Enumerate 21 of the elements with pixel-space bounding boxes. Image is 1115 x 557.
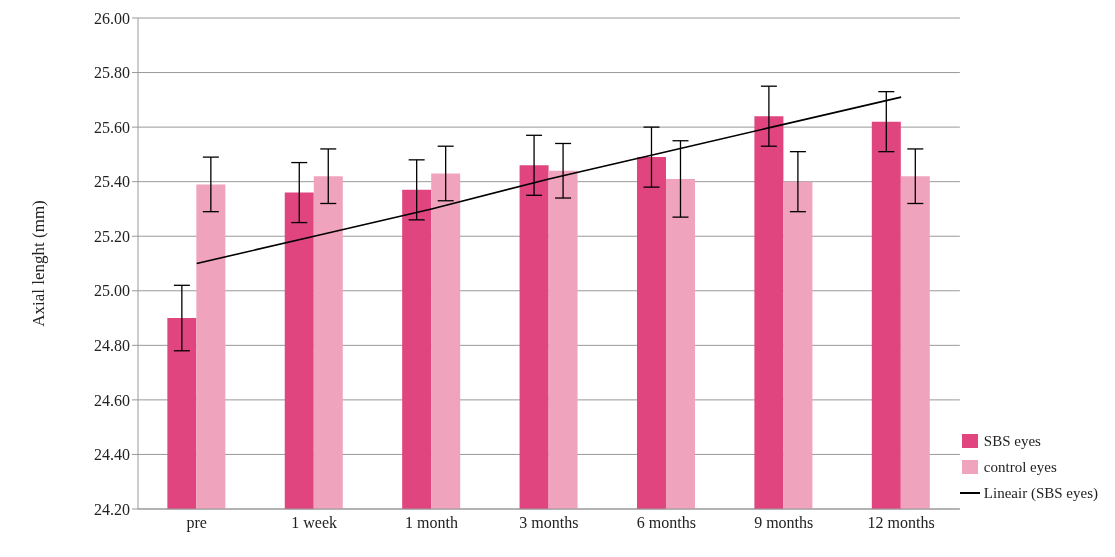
y-tick-label: 24.40 [94, 446, 130, 464]
x-tick-label: 9 months [754, 514, 814, 532]
x-tick-label: 6 months [636, 514, 696, 532]
y-tick-label: 26.00 [94, 9, 130, 27]
y-tick-label: 24.20 [94, 500, 130, 518]
x-tick-label: 12 months [867, 514, 935, 532]
y-tick-label: 25.80 [94, 64, 130, 82]
x-tick-label: 3 months [519, 514, 579, 532]
x-tick-label: 1 week [291, 514, 337, 532]
x-tick-label: pre [186, 514, 207, 533]
y-axis-title: Axial lenght (mm) [29, 200, 49, 327]
y-tick-label: 25.00 [94, 282, 130, 300]
y-tick-label: 24.80 [94, 337, 130, 355]
legend-label: control eyes [983, 458, 1057, 476]
y-tick-label: 25.40 [94, 173, 130, 191]
y-tick-label: 25.20 [94, 227, 130, 245]
x-tick-label: 1 month [405, 514, 458, 532]
legend-label: Lineair (SBS eyes) [983, 484, 1098, 502]
y-tick-label: 24.60 [94, 391, 130, 409]
legend-label: SBS eyes [983, 432, 1041, 450]
y-tick-label: 25.60 [94, 118, 130, 136]
